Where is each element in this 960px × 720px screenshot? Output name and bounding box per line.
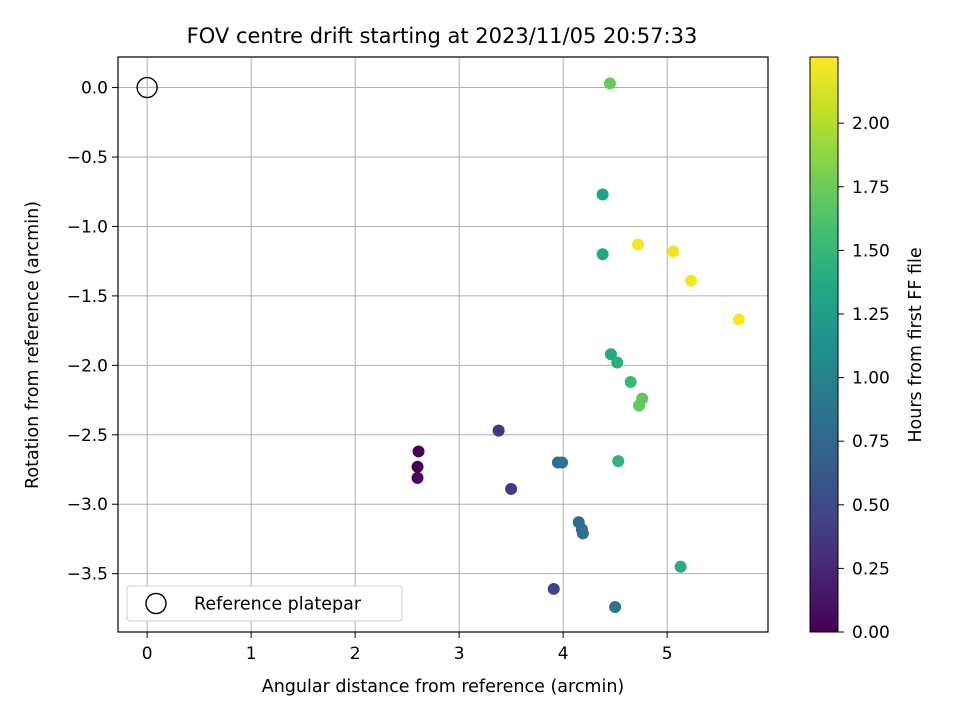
data-point xyxy=(411,460,424,473)
y-tick-label: −0.5 xyxy=(67,148,108,168)
y-tick-label: −3.0 xyxy=(67,495,108,515)
data-point xyxy=(685,274,698,287)
y-tick-label: −2.0 xyxy=(67,356,108,376)
data-point xyxy=(603,77,616,90)
y-axis-ticks: 0.0 −0.5 −1.0 −1.5 −2.0 −2.5 −3.0 −3.5 xyxy=(67,79,118,585)
y-tick-label: 0.0 xyxy=(81,79,108,99)
colorbar-tick-label: 0.00 xyxy=(852,623,890,643)
x-tick-label: 4 xyxy=(558,644,569,664)
colorbar-tick-label: 0.75 xyxy=(852,432,890,452)
data-point xyxy=(632,238,644,251)
reference-marker xyxy=(136,76,158,99)
data-point xyxy=(667,245,680,258)
legend-box xyxy=(126,585,403,622)
data-point xyxy=(411,471,424,484)
data-point xyxy=(604,348,617,361)
colorbar-tick-label: 2.00 xyxy=(852,114,890,134)
y-tick-label: −1.0 xyxy=(67,217,108,237)
data-point xyxy=(611,356,624,369)
data-point xyxy=(547,582,560,595)
data-point xyxy=(674,560,687,573)
x-axis-ticks: 0 1 2 3 4 5 xyxy=(142,632,673,664)
x-tick-label: 1 xyxy=(246,644,257,664)
y-tick-label: −1.5 xyxy=(67,287,108,307)
plot-frame xyxy=(117,56,769,633)
x-tick-label: 5 xyxy=(662,644,673,664)
legend: Reference platepar xyxy=(126,585,403,622)
x-tick-label: 2 xyxy=(350,644,361,664)
data-point xyxy=(596,248,609,261)
data-point xyxy=(732,313,745,326)
colorbar-tick-label: 1.25 xyxy=(852,305,890,325)
data-points xyxy=(411,77,745,613)
data-point xyxy=(576,527,589,540)
data-point xyxy=(556,456,569,469)
y-tick-label: −3.5 xyxy=(67,565,108,585)
reference-point xyxy=(136,76,158,99)
colorbar-tick-label: 0.50 xyxy=(852,496,890,516)
colorbar-tick-label: 1.50 xyxy=(852,241,890,261)
data-point xyxy=(505,482,518,495)
data-point xyxy=(624,376,637,388)
data-point xyxy=(596,188,609,201)
grid-lines xyxy=(118,57,768,632)
legend-label-reference: Reference platepar xyxy=(194,595,362,615)
colorbar-title: Hours from first FF file xyxy=(906,247,926,442)
colorbar-tick-label: 1.75 xyxy=(852,178,890,198)
x-tick-label: 3 xyxy=(454,644,465,664)
y-axis-title: Rotation from reference (arcmin) xyxy=(23,201,43,489)
data-point xyxy=(609,601,622,613)
colorbar-ticks: 0.00 0.25 0.50 0.75 1.00 1.25 1.50 1.75 2.00 xyxy=(838,114,890,643)
chart-title: FOV centre drift starting at 2023/11/05 … xyxy=(187,24,698,48)
x-axis-title: Angular distance from reference (arcmin) xyxy=(262,677,625,697)
colorbar-tick-label: 0.25 xyxy=(852,559,890,579)
data-point xyxy=(612,455,625,468)
data-point xyxy=(412,445,425,458)
colorbar-tick-label: 1.00 xyxy=(852,369,890,389)
legend-reference-marker xyxy=(145,592,167,615)
y-tick-label: −2.5 xyxy=(67,426,108,446)
x-tick-label: 0 xyxy=(142,644,153,664)
data-point xyxy=(636,392,649,405)
data-point xyxy=(492,424,505,437)
colorbar xyxy=(809,56,839,633)
